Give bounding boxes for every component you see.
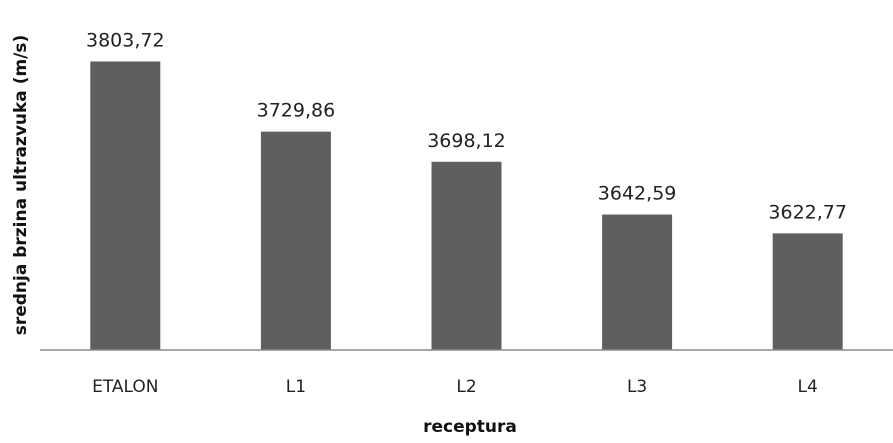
value-label-l2: 3698,12: [427, 130, 506, 152]
bar-l1: [260, 131, 331, 350]
x-tick-label-l3: L3: [627, 377, 647, 397]
value-label-l3: 3642,59: [598, 183, 677, 205]
x-tick-label-l1: L1: [286, 377, 306, 397]
bar-l2: [431, 161, 502, 350]
bar-l4: [772, 233, 843, 350]
bar-etalon: [90, 61, 161, 350]
value-labels-group: 3803,72 3729,86 3698,12 3642,59 3622,77: [86, 29, 847, 223]
x-axis-title: receptura: [423, 417, 517, 437]
y-axis-title: srednja brzina ultrazvuka (m/s): [11, 35, 31, 336]
value-label-etalon: 3803,72: [86, 29, 165, 51]
bars-group: [90, 61, 843, 350]
value-label-l4: 3622,77: [768, 201, 847, 223]
x-tick-label-l2: L2: [456, 377, 476, 397]
value-label-l1: 3729,86: [257, 100, 336, 122]
x-tick-label-l4: L4: [798, 377, 818, 397]
bar-l3: [602, 214, 673, 350]
x-tick-labels-group: ETALON L1 L2 L3 L4: [92, 377, 818, 397]
x-tick-label-etalon: ETALON: [92, 377, 158, 397]
